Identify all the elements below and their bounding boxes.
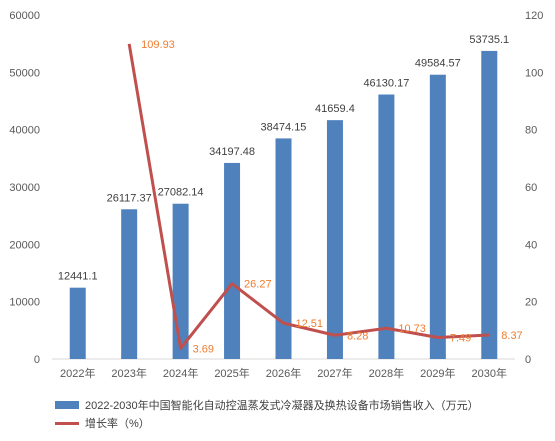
bar-data-label: 12441.1 [58, 271, 98, 283]
line-data-label: 3.69 [193, 343, 214, 355]
right-axis-tick-label: 80 [525, 125, 537, 137]
bar-data-label: 49584.57 [415, 58, 461, 70]
x-axis: 2022年 2023年 2024年 2025年 2026年 2027年 2028年 2029年… [60, 366, 507, 380]
bar [121, 209, 138, 359]
legend-label-sales: 2022-2030年中国智能化自动控温蒸发式冷凝器及换热设备市场销售收入（万元） [85, 400, 479, 412]
legend-swatch-line [55, 421, 79, 425]
left-axis-tick-label: 40000 [9, 125, 40, 137]
line-data-label: 8.37 [501, 330, 522, 342]
legend-swatch-bar [55, 401, 79, 409]
line-data-label: 109.93 [141, 39, 175, 51]
right-axis-tick-label: 60 [525, 182, 537, 194]
x-axis-tick-label: 2022年 [60, 366, 95, 380]
bar-data-label: 26117.37 [107, 192, 152, 204]
bar-data-label: 46130.17 [363, 78, 409, 90]
line-data-label: 7.49 [450, 333, 471, 345]
bar [172, 203, 189, 359]
x-axis-tick-label: 2027年 [317, 366, 352, 380]
bar [378, 94, 395, 359]
bar-data-label: 27082.14 [158, 187, 204, 199]
x-axis-tick-label: 2023年 [111, 366, 146, 380]
bar [275, 138, 292, 359]
bar-series [69, 50, 498, 359]
right-axis-tick-label: 40 [525, 239, 537, 251]
left-axis-tick-label: 50000 [9, 67, 40, 79]
legend-label-growth: 增长率（%） [85, 418, 150, 430]
line-data-label: 8.28 [347, 330, 368, 342]
legend-item-sales: 2022-2030年中国智能化自动控温蒸发式冷凝器及换热设备市场销售收入（万元） [55, 397, 479, 413]
bar [429, 74, 446, 359]
line-data-labels: 109.93 3.69 26.27 12.51 8.28 10.73 7.49 8.37 [141, 39, 523, 356]
x-axis-tick-label: 2026年 [266, 366, 301, 380]
line-data-label: 10.73 [398, 323, 426, 335]
left-axis-tick-label: 10000 [9, 297, 40, 309]
right-axis-tick-label: 120 [525, 10, 543, 22]
bar [481, 50, 498, 359]
left-axis-tick-label: 30000 [9, 182, 40, 194]
x-axis-tick-label: 2030年 [472, 366, 507, 380]
bar-data-labels: 12441.1 26117.37 27082.14 34197.48 38474.15 4… [58, 34, 509, 283]
growth-rate-line [127, 43, 490, 350]
x-axis-tick-label: 2028年 [369, 366, 404, 380]
x-axis-tick-label: 2025年 [214, 366, 249, 380]
right-axis-tick-label: 100 [525, 67, 543, 79]
bar-data-label: 34197.48 [209, 146, 255, 158]
legend-item-growth: 增长率（%） [55, 415, 150, 431]
left-axis: 0 10000 20000 30000 40000 50000 60000 [9, 10, 40, 366]
bar-data-label: 41659.4 [315, 103, 355, 115]
bar [69, 287, 86, 359]
x-axis-tick-label: 2029年 [420, 366, 455, 380]
bar [224, 162, 241, 359]
right-axis: 0 20 40 60 80 100 120 [525, 10, 543, 366]
right-axis-tick-label: 0 [525, 354, 531, 366]
left-axis-tick-label: 60000 [9, 10, 40, 22]
line-data-label: 26.27 [244, 279, 272, 291]
left-axis-tick-label: 0 [34, 354, 40, 366]
line-data-label: 12.51 [296, 318, 324, 330]
left-axis-tick-label: 20000 [9, 239, 40, 251]
right-axis-tick-label: 20 [525, 297, 537, 309]
x-axis-tick-label: 2024年 [163, 366, 198, 380]
bar-data-label: 38474.15 [261, 121, 307, 133]
bar [326, 120, 343, 359]
bar-data-label: 53735.1 [469, 34, 509, 46]
